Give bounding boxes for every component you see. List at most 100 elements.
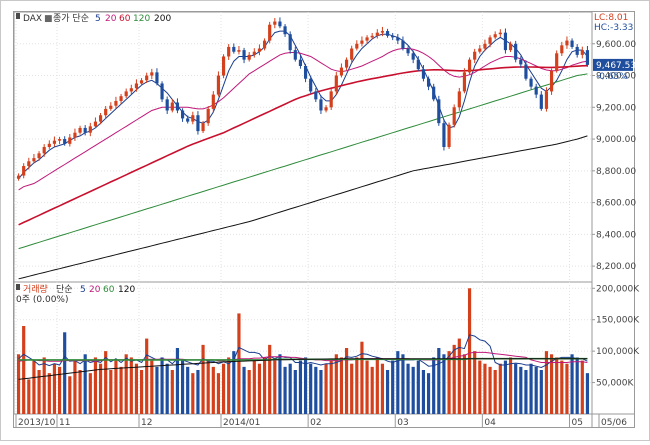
volume-bar: [206, 360, 210, 414]
candle-body: [216, 75, 221, 95]
candle-body: [273, 21, 277, 25]
volume-y-ticks: 200,000K 150,000K 100,000K 50,000K: [592, 284, 640, 389]
candle-body: [575, 46, 579, 55]
volume-bar: [145, 338, 149, 414]
candle-body: [206, 108, 210, 124]
candle-body: [319, 99, 323, 111]
volume-bar: [575, 357, 579, 414]
volume-bar: [303, 357, 308, 414]
candle-body: [293, 50, 297, 60]
candle-body: [114, 100, 118, 106]
volume-tick-label: 150,000K: [596, 316, 640, 326]
price-grid: [14, 43, 592, 267]
volume-bar: [42, 357, 46, 414]
candle-body: [524, 64, 528, 79]
volume-bar: [52, 363, 57, 414]
volume-info: 0주 (0.00%): [16, 294, 68, 305]
last-price-tag: 9,467.53 -0.65%: [593, 58, 636, 82]
candle-body: [457, 91, 461, 108]
volume-bar: [88, 373, 92, 414]
volume-bar: [350, 363, 354, 414]
volume-bar: [27, 379, 31, 414]
candle-body: [32, 158, 36, 162]
volume-bar: [385, 370, 390, 414]
candle-body: [329, 91, 333, 108]
candle-body: [355, 43, 359, 49]
candle-body: [570, 40, 574, 47]
price-ma-line-200: [18, 135, 588, 280]
volume-bar: [585, 373, 590, 414]
candle-body: [170, 102, 174, 111]
volume-moving-averages: [18, 334, 588, 380]
price-tick-label: 9,000.00: [596, 135, 636, 145]
volume-bar: [104, 351, 108, 414]
x-tick-label: 02: [310, 418, 321, 428]
price-y-ticks: 9,600.00 9,400.00 9,200.00 9,000.00 8,800.00…: [592, 40, 636, 272]
volume-bar: [498, 363, 502, 414]
candle-body: [186, 118, 190, 122]
candle-body: [344, 59, 349, 68]
candle-body: [421, 69, 426, 79]
candle-body: [544, 91, 549, 109]
candle-body: [508, 43, 513, 51]
volume-bar: [139, 370, 144, 414]
price-legend: DAX ■ 종가 단순 5 20 60 120 200: [16, 13, 171, 24]
candle-body: [514, 43, 518, 60]
candle-body: [104, 108, 108, 116]
volume-bar: [549, 354, 554, 414]
price-pane: [13, 11, 593, 283]
volume-bar: [442, 354, 446, 414]
candle-body: [283, 26, 287, 35]
candle-body: [268, 24, 272, 41]
candle-body: [37, 153, 41, 159]
candle-body: [406, 48, 410, 54]
candle-body: [462, 72, 467, 92]
volume-bar: [247, 370, 251, 414]
candle-body: [314, 91, 318, 100]
volume-bar: [432, 357, 436, 414]
candle-body: [27, 161, 31, 167]
volume-bars: [16, 288, 590, 414]
volume-bar: [186, 366, 190, 414]
price-tick-label: 8,400.00: [596, 230, 636, 240]
volume-label: 거래량: [23, 283, 48, 295]
price-tick-label: 9,600.00: [596, 40, 636, 50]
candle-body: [473, 51, 477, 60]
candle-body: [150, 72, 154, 76]
volume-bar: [37, 370, 41, 414]
candle-body: [580, 50, 584, 55]
x-tick-label: 04: [484, 418, 496, 428]
candle-body: [498, 32, 502, 35]
candle-body: [227, 46, 231, 57]
candle-body: [88, 126, 92, 133]
volume-bar: [237, 313, 241, 414]
candle-body: [165, 99, 169, 111]
volume-bar: [565, 363, 569, 414]
volume-bar: [560, 360, 564, 414]
volume-bar: [488, 366, 492, 414]
volume-ma-20: 20: [89, 285, 101, 295]
candle-body: [339, 67, 344, 76]
candle-body: [365, 37, 369, 41]
candle-body: [139, 80, 144, 84]
volume-bar: [201, 344, 205, 414]
volume-bar: [180, 360, 185, 414]
volume-bar: [170, 370, 174, 414]
volume-bar: [457, 338, 461, 414]
price-ma-line-5: [18, 30, 588, 180]
volume-bar: [227, 357, 231, 414]
volume-bar: [539, 370, 543, 414]
lc-label: LC:8.01: [594, 13, 628, 23]
candle-body: [437, 99, 441, 124]
candle-body: [98, 115, 103, 122]
price-moving-averages: [18, 30, 588, 280]
candle-body: [252, 51, 256, 55]
volume-bar: [68, 376, 72, 414]
candle-body: [63, 139, 67, 144]
volume-bar: [508, 357, 513, 414]
volume-bar: [22, 326, 26, 414]
volume-bar: [93, 357, 98, 414]
volume-bar: [467, 288, 472, 414]
volume-bar: [175, 348, 180, 414]
volume-bar: [478, 360, 482, 414]
